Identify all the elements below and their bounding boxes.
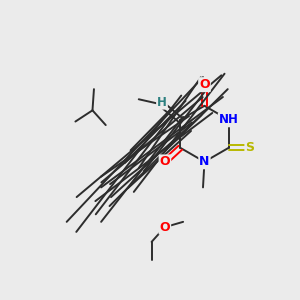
Text: O: O [160, 155, 170, 168]
Text: H: H [157, 96, 167, 109]
Text: O: O [199, 78, 210, 91]
Text: NH: NH [219, 113, 238, 126]
Text: S: S [245, 141, 254, 154]
Text: N: N [199, 155, 210, 168]
Text: O: O [160, 220, 170, 234]
